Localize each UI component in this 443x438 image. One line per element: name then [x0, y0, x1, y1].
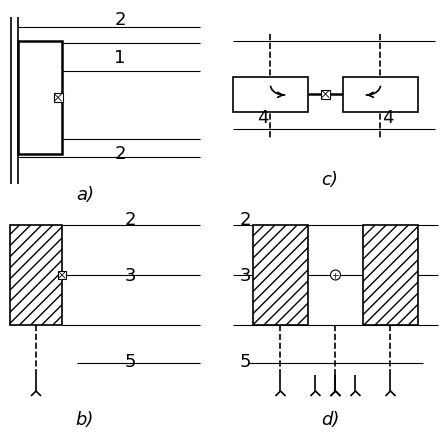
Text: a): a) — [76, 186, 94, 204]
Text: 2: 2 — [240, 211, 252, 229]
Text: c): c) — [322, 171, 338, 189]
Bar — [253, 226, 308, 325]
Bar — [10, 226, 62, 325]
Text: 2: 2 — [124, 211, 136, 229]
Text: 4: 4 — [257, 109, 269, 127]
Text: d): d) — [321, 410, 339, 428]
Bar — [343, 78, 418, 113]
Text: 4: 4 — [382, 109, 394, 127]
Text: 3: 3 — [240, 266, 252, 284]
Bar — [233, 78, 308, 113]
Text: 2: 2 — [114, 145, 126, 162]
Bar — [18, 42, 62, 155]
Text: 3: 3 — [124, 266, 136, 284]
Text: 5: 5 — [240, 352, 252, 370]
Bar — [54, 94, 62, 103]
Text: b): b) — [76, 410, 94, 428]
Bar — [363, 226, 418, 325]
Circle shape — [330, 270, 341, 280]
Text: 5: 5 — [124, 352, 136, 370]
Text: 2: 2 — [114, 11, 126, 29]
Bar — [321, 90, 330, 99]
Text: 1: 1 — [114, 49, 126, 67]
Bar — [58, 272, 66, 279]
